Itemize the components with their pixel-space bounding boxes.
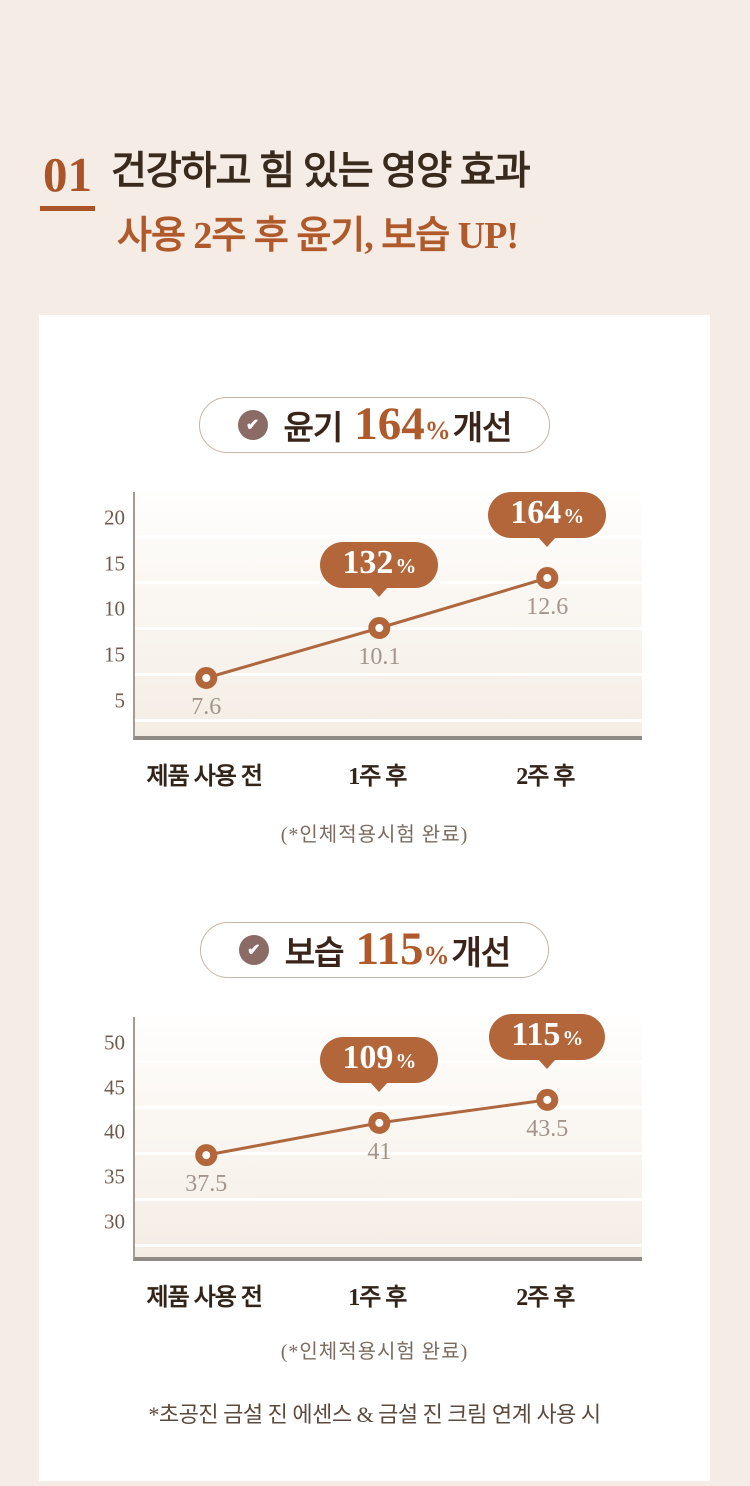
chart-title-pill: 보습 115 % 개선 [199, 922, 550, 978]
chart-title-pill: 윤기 164 % 개선 [198, 397, 551, 453]
percent-badge-value: 132 [342, 543, 394, 581]
y-tick-label: 40 [104, 1119, 125, 1144]
data-point-value: 43.5 [526, 1115, 569, 1142]
y-tick-label: 20 [104, 505, 125, 530]
y-tick-label: 30 [104, 1209, 125, 1234]
section-subtitle: 사용 2주 후 윤기, 보습 UP! [117, 214, 519, 257]
data-point-marker [368, 1111, 391, 1134]
x-category-label: 2주 후 [516, 1285, 575, 1311]
percent-badge: 132% [320, 541, 439, 588]
percent-badge: 109% [320, 1036, 439, 1083]
chart-title-suffix: 개선 [451, 936, 511, 972]
chart-title-text: 보습 115 % 개선 [284, 923, 511, 975]
y-axis: 50 45 40 35 30 [79, 1017, 125, 1261]
y-tick-label: 15 [104, 642, 125, 667]
percent-badge-value: 164 [510, 493, 562, 531]
chart-note: (*인체적용시험 완료) [280, 1341, 469, 1363]
y-tick-label: 10 [104, 596, 125, 621]
x-category-label: 1주 후 [348, 1285, 407, 1311]
section-header: 01 건강하고 힘 있는 영양 효과 사용 2주 후 윤기, 보습 UP! [40, 150, 531, 259]
percent-sign: % [395, 553, 417, 578]
chart-title-value: 164 [354, 398, 425, 450]
percent-badge: 115% [489, 1013, 606, 1060]
chart-note: (*인체적용시험 완료) [280, 824, 469, 846]
y-tick-label: 5 [114, 688, 126, 713]
chart-title-row: 보습 115 % 개선 [39, 922, 710, 978]
percent-badge-value: 115 [511, 1015, 561, 1053]
chart-title-text: 윤기 164 % 개선 [283, 398, 513, 450]
data-point-value: 10.1 [358, 644, 401, 670]
data-point-value: 12.6 [526, 594, 569, 620]
x-category-label: 1주 후 [348, 764, 407, 790]
chart-title-prefix: 윤기 [283, 411, 344, 447]
x-category-label: 2주 후 [516, 764, 575, 790]
x-category-label: 제품 사용 전 [146, 1285, 263, 1311]
percent-badge: 164% [488, 491, 607, 538]
plot-area: 37.5 41 43.5 109% 115% [133, 1013, 642, 1261]
card-footnote: *초공진 금설 진 에센스 & 금설 진 크림 연계 사용 시 [148, 1402, 601, 1427]
chart-title-suffix: 개선 [452, 411, 513, 447]
data-point-value: 37.5 [185, 1171, 228, 1198]
line-series [195, 567, 559, 689]
data-point-marker [195, 1144, 218, 1167]
data-point-marker [368, 617, 391, 639]
section-title: 건강하고 힘 있는 영양 효과 [111, 150, 531, 193]
line-series [195, 1088, 559, 1167]
data-point-marker [195, 667, 218, 689]
plot-area: 7.6 10.1 12.6 132% 164% [133, 491, 642, 740]
y-axis: 20 15 10 15 5 [79, 492, 125, 740]
y-tick-label: 50 [104, 1030, 125, 1055]
y-tick-label: 35 [104, 1164, 125, 1189]
x-category-label: 제품 사용 전 [146, 764, 263, 790]
data-point-marker [536, 1088, 559, 1111]
percent-sign: % [395, 1048, 417, 1073]
chart-title-unit: % [424, 416, 451, 445]
data-point-marker [536, 567, 559, 589]
y-tick-label: 45 [104, 1075, 125, 1100]
chart-title-unit: % [423, 941, 450, 970]
y-tick-label: 15 [104, 551, 125, 576]
percent-sign: % [562, 1025, 584, 1050]
chart-title-row: 윤기 164 % 개선 [39, 397, 710, 453]
chart-title-value: 115 [355, 923, 424, 975]
section-titles: 건강하고 힘 있는 영양 효과 사용 2주 후 윤기, 보습 UP! [111, 150, 531, 259]
check-icon [237, 410, 268, 440]
percent-sign: % [563, 503, 585, 528]
data-point-value: 7.6 [191, 694, 222, 720]
section-number: 01 [40, 150, 95, 211]
check-icon [238, 935, 269, 965]
percent-badge-value: 109 [342, 1038, 394, 1076]
data-point-value: 41 [367, 1138, 392, 1165]
chart-title-prefix: 보습 [284, 936, 345, 972]
